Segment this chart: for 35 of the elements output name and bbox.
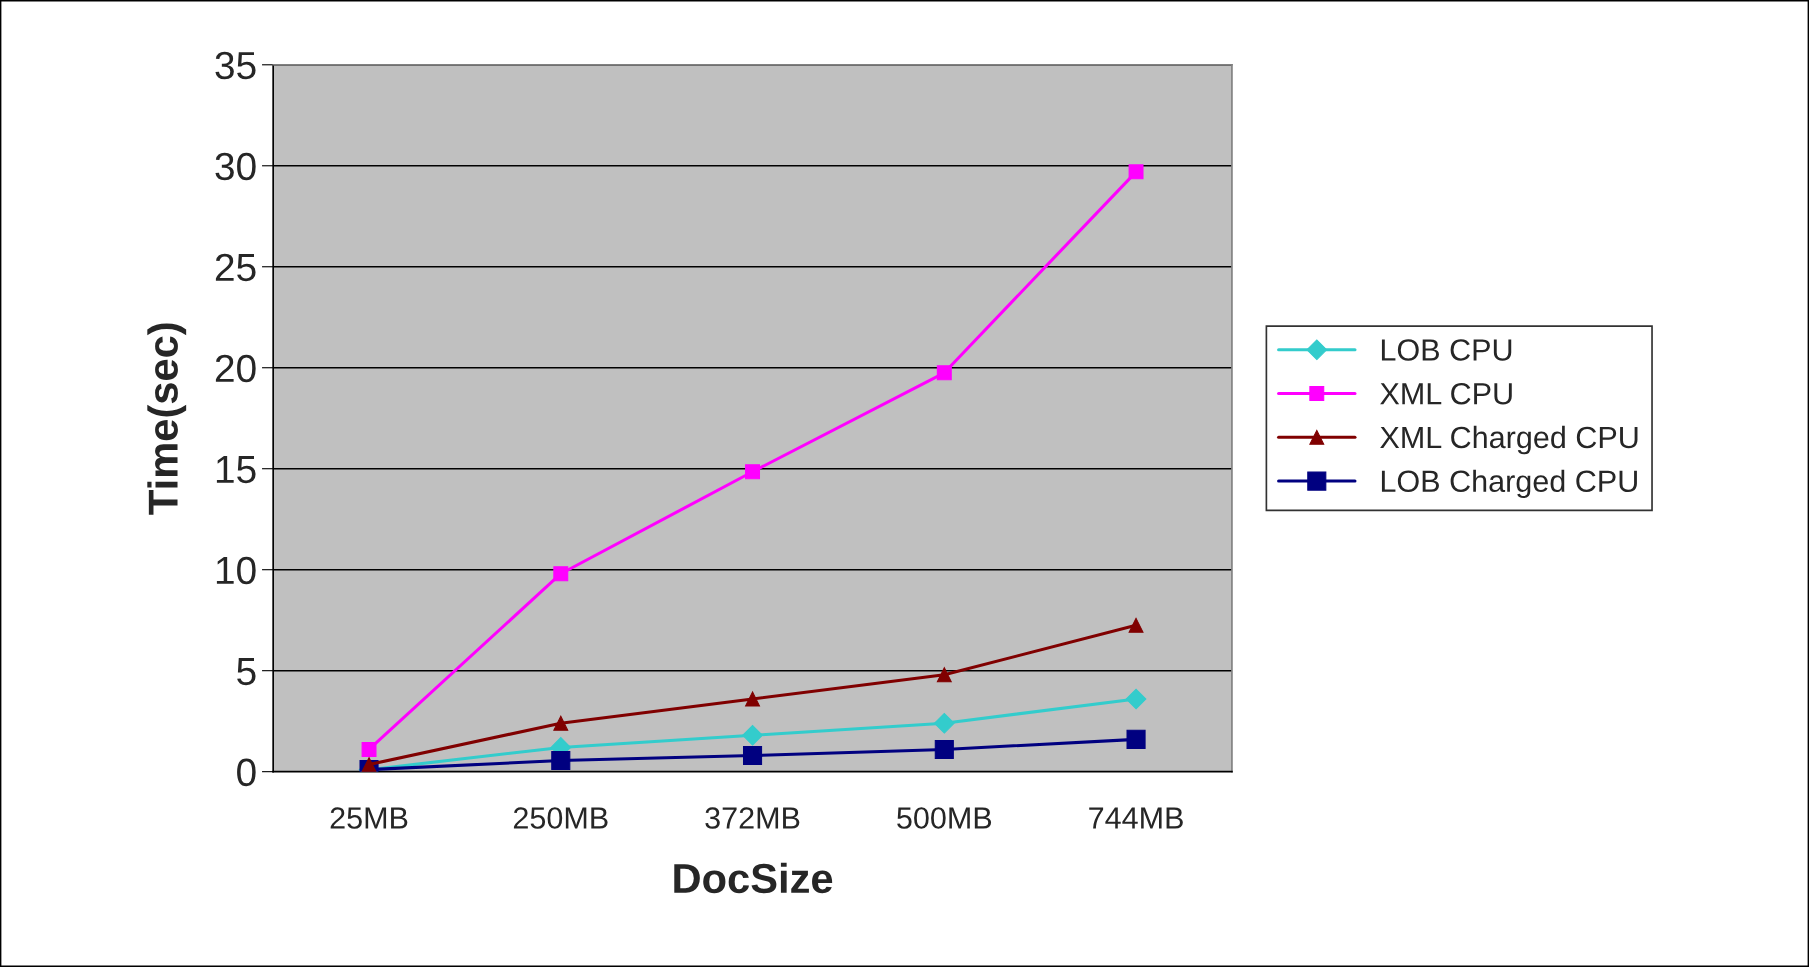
point [936, 365, 952, 381]
point [361, 741, 377, 757]
x-tick-label: 25MB [330, 807, 408, 829]
y-tick-label: 30 [215, 152, 256, 181]
x-tick-label: 744MB [1089, 807, 1183, 829]
x-tick-label: 500MB [897, 807, 992, 829]
x-axis-title: DocSize [674, 862, 833, 894]
y-axis-title: Time(sec) [147, 323, 187, 515]
y-tick-label: 20 [215, 354, 256, 383]
y-tick-label: 0 [237, 758, 256, 787]
legend-label: LOB CPU [1381, 339, 1512, 361]
legend-label: LOB Charged CPU [1381, 469, 1637, 499]
point [1128, 164, 1144, 180]
point [745, 464, 761, 480]
x-tick-label: 250MB [513, 807, 608, 829]
y-tick-label: 35 [215, 51, 256, 80]
point [553, 566, 569, 582]
point [934, 739, 954, 759]
point [933, 712, 955, 734]
point [745, 691, 761, 707]
y-tick-label: 10 [216, 556, 256, 585]
point [1126, 729, 1146, 749]
y-tick-label: 5 [237, 658, 256, 686]
point [553, 715, 569, 731]
point [936, 667, 952, 683]
x-tick-label: 372MB [705, 807, 800, 829]
point [1125, 688, 1147, 710]
point [742, 724, 763, 746]
y-tick-label: 25 [215, 253, 256, 282]
point [743, 745, 763, 766]
y-tick-label: 15 [216, 456, 256, 484]
point [551, 751, 571, 771]
legend-label: XML Charged CPU [1380, 425, 1638, 455]
point [1128, 617, 1144, 633]
legend-label: XML CPU [1380, 382, 1512, 405]
